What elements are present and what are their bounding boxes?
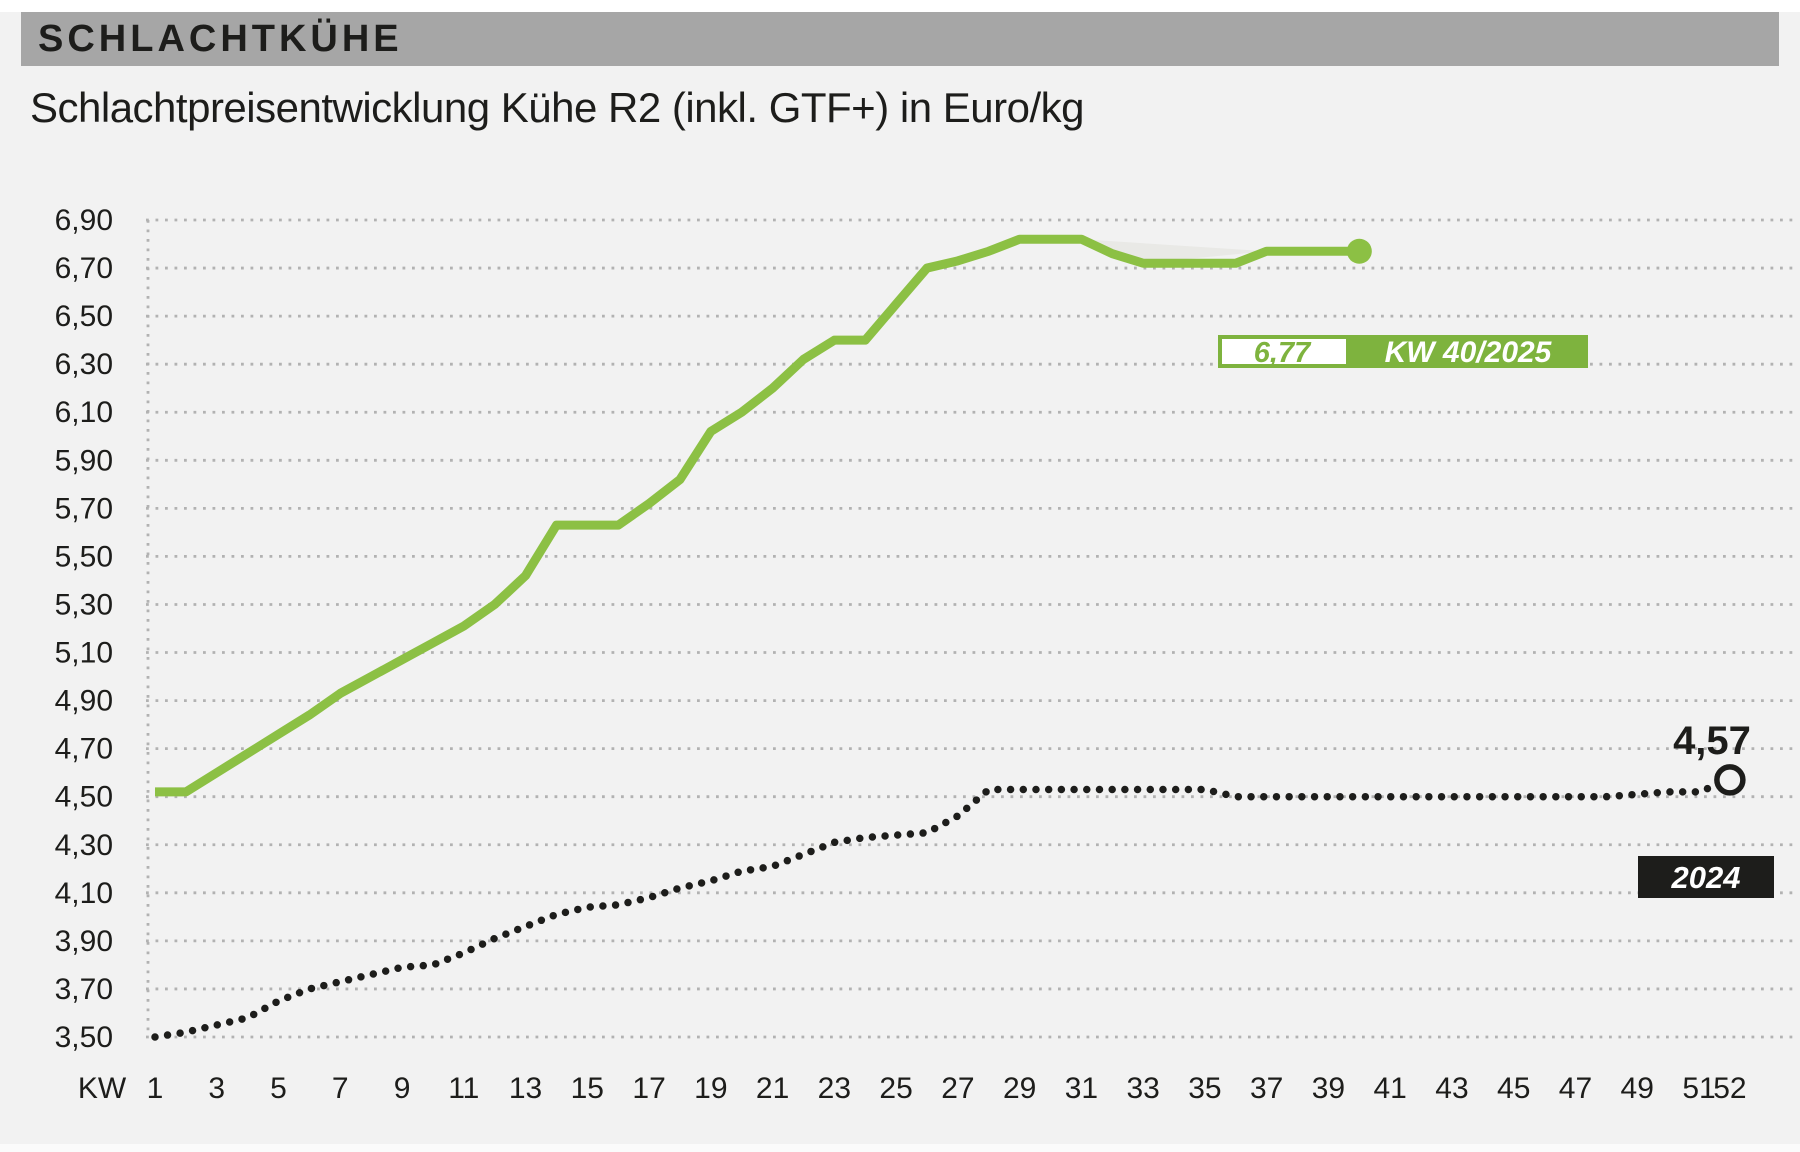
y-tick-label: 4,30: [55, 829, 113, 862]
x-tick-label-7: 7: [332, 1072, 349, 1105]
category-header-band: SCHLACHTKÜHE: [21, 12, 1779, 66]
y-tick-label: 6,50: [55, 300, 113, 333]
y-tick-label: 5,90: [55, 444, 113, 477]
y-tick-label: 3,50: [55, 1021, 113, 1054]
y-tick-label: 5,70: [55, 492, 113, 525]
y-tick-label: 4,50: [55, 781, 113, 814]
x-tick-label-27: 27: [941, 1072, 974, 1105]
x-tick-label-11: 11: [448, 1072, 479, 1105]
x-tick-label-15: 15: [571, 1072, 604, 1105]
series-2025-line: [155, 234, 1360, 797]
x-tick-label-43: 43: [1435, 1072, 1468, 1105]
series-2024-badge-label: 2024: [1671, 860, 1741, 895]
x-tick-label-49: 49: [1621, 1072, 1654, 1105]
y-tick-label: 5,10: [55, 637, 113, 670]
value-label-2024: 4,57: [1673, 719, 1751, 763]
x-tick-label-29: 29: [1003, 1072, 1036, 1105]
x-tick-label-17: 17: [632, 1072, 665, 1105]
chart-title: Schlachtpreisentwicklung Kühe R2 (inkl. …: [30, 84, 1084, 131]
x-tick-label-31: 31: [1065, 1072, 1098, 1105]
x-tick-label-1: 1: [147, 1072, 164, 1105]
x-tick-label-9: 9: [394, 1072, 411, 1105]
x-tick-label-3: 3: [208, 1072, 225, 1105]
gridlines: [146, 218, 1795, 1039]
legend-value-label: 6,77: [1254, 337, 1312, 369]
x-tick-label-47: 47: [1559, 1072, 1592, 1105]
x-tick-label-52: 52: [1713, 1072, 1746, 1105]
legend-week-box: [1348, 335, 1588, 368]
x-tick-label-39: 39: [1312, 1072, 1345, 1105]
legend-kw40-2025: 6,77 KW 40/2025: [1218, 335, 1588, 369]
x-tick-label-19: 19: [694, 1072, 727, 1105]
y-tick-label: 5,50: [55, 540, 113, 573]
series-2024-badge: 2024: [1638, 856, 1774, 898]
x-tick-label-21: 21: [756, 1072, 789, 1105]
y-tick-label: 6,90: [55, 204, 113, 237]
legend-week-label: KW 40/2025: [1385, 336, 1553, 369]
x-tick-label-45: 45: [1497, 1072, 1530, 1105]
x-tick-label-25: 25: [879, 1072, 912, 1105]
y-tick-label: 5,30: [55, 588, 113, 621]
x-tick-label-41: 41: [1374, 1072, 1407, 1105]
x-tick-label-5: 5: [270, 1072, 287, 1105]
x-tick-label-13: 13: [509, 1072, 542, 1105]
y-tick-label: 6,30: [55, 348, 113, 381]
y-tick-label: 6,70: [55, 252, 113, 285]
y-tick-label: 3,90: [55, 925, 113, 958]
x-axis-unit-label: KW: [78, 1072, 127, 1105]
y-tick-label: 6,10: [55, 396, 113, 429]
x-tick-label-23: 23: [818, 1072, 851, 1105]
bottom-margin: [0, 1144, 1800, 1152]
x-axis-labels: KW 1 3 5 7 9 11 13 15 17 19 21 23 25 27 29 31 33 35 37 39 41 4…: [78, 1072, 1747, 1105]
series-2024-end-circle: [1714, 764, 1746, 796]
top-margin: [0, 0, 1800, 12]
y-tick-label: 4,90: [55, 685, 113, 718]
category-header: SCHLACHTKÜHE: [38, 17, 403, 60]
line-shadow: [1081, 239, 1267, 264]
x-tick-label-33: 33: [1126, 1072, 1159, 1105]
series-2024-badge-box: [1638, 856, 1774, 898]
series-2024-line: [151, 776, 1734, 1041]
y-tick-label: 3,70: [55, 973, 113, 1006]
x-tick-label-51: 51: [1682, 1072, 1715, 1105]
y-tick-label: 4,70: [55, 733, 113, 766]
y-tick-label: 4,10: [55, 877, 113, 910]
x-tick-label-37: 37: [1250, 1072, 1283, 1105]
x-tick-label-35: 35: [1188, 1072, 1221, 1105]
series-2025-end-dot: [1346, 238, 1372, 264]
y-axis-labels: 6,90 6,70 6,50 6,30 6,10 5,90 5,70 5,50 5,30 5,10…: [55, 204, 113, 1054]
